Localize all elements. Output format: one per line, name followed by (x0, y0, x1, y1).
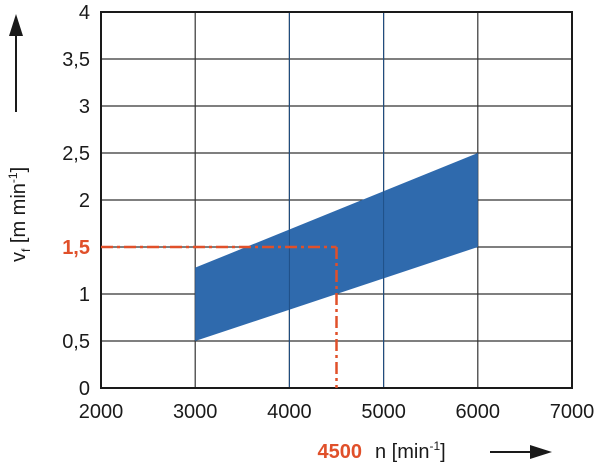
x-tick-label: 3000 (173, 401, 218, 423)
x-axis-label-sup: -1 (429, 439, 440, 453)
y-tick-label: 2,5 (62, 143, 90, 165)
x-tick-label: 4000 (267, 401, 312, 423)
y-axis-label: vf [m min-1] (6, 167, 33, 262)
x-axis-label-text: n [min (375, 441, 429, 463)
grid (100, 11, 573, 389)
grid-over-band (288, 12, 385, 388)
y-tick-label: 4 (79, 2, 90, 24)
x-tick-labels: 2000 3000 4000 5000 6000 7000 (79, 401, 595, 423)
y-axis-label-close: ] (8, 167, 30, 173)
y-axis-arrow-icon (9, 14, 23, 112)
x-axis-label-close: ] (440, 441, 446, 463)
marker-y-label: 1,5 (62, 237, 90, 259)
y-axis-label-sub: f (19, 248, 33, 252)
x-axis-arrow-icon (490, 445, 552, 459)
y-tick-label: 0 (79, 378, 90, 400)
y-axis-label-unit: [m min (8, 183, 30, 249)
marker-x-label: 4500 (318, 441, 363, 463)
x-axis-label: n [min-1] (375, 439, 446, 463)
x-tick-label: 5000 (361, 401, 406, 423)
y-tick-label: 1 (79, 284, 90, 306)
y-tick-label: 0,5 (62, 331, 90, 353)
x-tick-label: 2000 (79, 401, 124, 423)
y-axis-label-sup: -1 (6, 172, 20, 183)
x-tick-label: 6000 (456, 401, 501, 423)
y-tick-label: 3,5 (62, 49, 90, 71)
y-axis-label-text: v (8, 252, 30, 262)
x-tick-label: 7000 (550, 401, 595, 423)
y-tick-label: 2 (79, 190, 90, 212)
y-tick-label: 3 (79, 96, 90, 118)
y-tick-labels: 0 0,5 1 2 2,5 3 3,5 4 (62, 2, 90, 400)
